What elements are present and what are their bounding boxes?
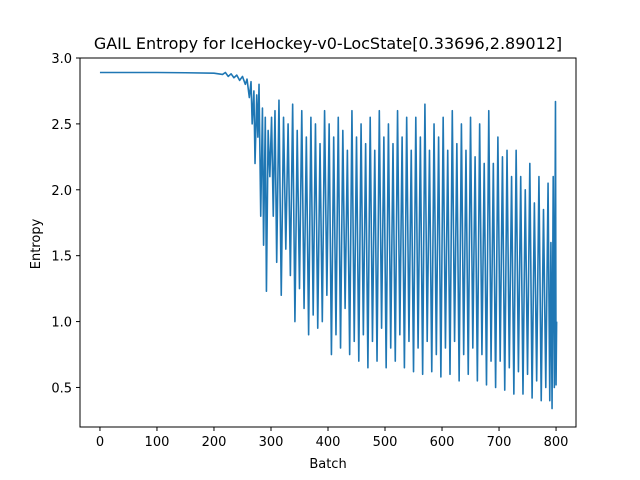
series-line-0 xyxy=(99,71,558,410)
y-tick-label: 1.0 xyxy=(51,316,72,331)
y-tick-label: 2.5 xyxy=(51,118,72,133)
y-axis: 0.5 1.0 1.5 2.0 2.5 3.0 xyxy=(51,52,80,396)
plot-area xyxy=(99,71,558,410)
y-tick-label: 2.0 xyxy=(51,184,72,199)
x-tick-label: 500 xyxy=(373,435,398,450)
x-tick-label: 100 xyxy=(145,435,170,450)
x-tick-label: 800 xyxy=(544,435,569,450)
y-tick-label: 3.0 xyxy=(51,52,72,67)
x-tick-label: 300 xyxy=(259,435,284,450)
x-axis: 0 100 200 300 400 500 600 700 800 xyxy=(96,427,569,450)
x-tick-label: 200 xyxy=(202,435,227,450)
y-tick-label: 1.5 xyxy=(51,250,72,265)
y-axis-label: Entropy xyxy=(29,218,44,269)
chart-title: GAIL Entropy for IceHockey-v0-LocState[0… xyxy=(94,34,562,53)
x-tick-label: 400 xyxy=(316,435,341,450)
plot-frame xyxy=(79,57,577,428)
x-tick-label: 600 xyxy=(430,435,455,450)
x-tick-label: 0 xyxy=(96,435,104,450)
y-tick-label: 0.5 xyxy=(51,381,72,396)
x-tick-label: 700 xyxy=(487,435,512,450)
x-axis-label: Batch xyxy=(309,457,346,472)
